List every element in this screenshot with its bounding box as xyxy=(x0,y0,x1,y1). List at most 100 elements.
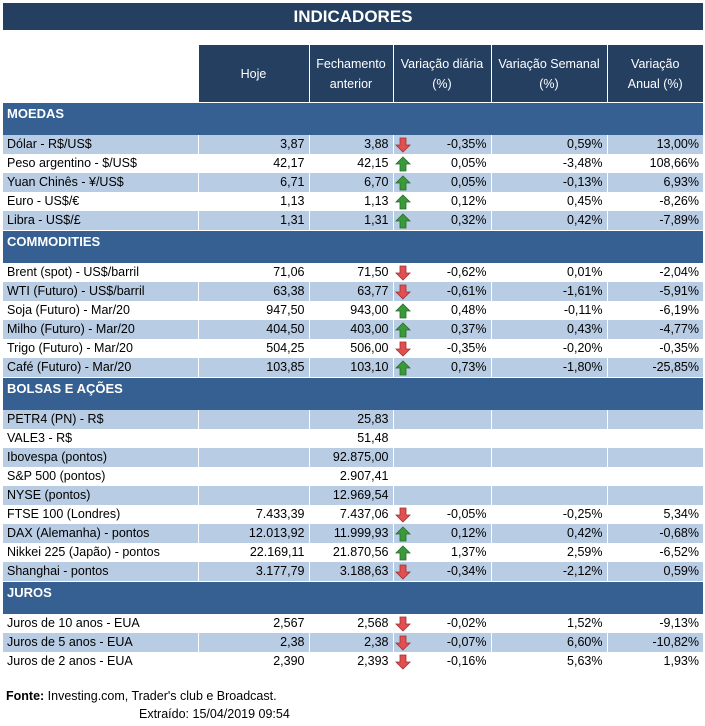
value-hoje: 1,31 xyxy=(197,211,309,231)
value-fechamento: 71,50 xyxy=(308,263,393,282)
row-label: DAX (Alemanha) - pontos xyxy=(3,524,198,543)
value-var-diaria: -0,62% xyxy=(446,265,487,279)
header-var-anual: Variação Anual (%) xyxy=(606,45,703,103)
table-row: PETR4 (PN) - R$ 25,83 xyxy=(3,410,703,429)
cell-var-diaria: -0,35% xyxy=(392,339,491,358)
cell-var-diaria xyxy=(392,410,491,429)
indicators-table: Hoje Fechamento anterior Variação diária… xyxy=(3,45,703,671)
table-row: Brent (spot) - US$/barril 71,06 71,50 -0,62… xyxy=(3,263,703,282)
value-var-diaria: -0,05% xyxy=(446,507,487,521)
value-var-semanal: 0,43% xyxy=(490,320,607,339)
value-hoje: 1,13 xyxy=(197,192,309,211)
arrow-down-icon xyxy=(394,616,411,632)
arrow-up-icon xyxy=(394,526,411,542)
value-var-anual xyxy=(606,467,703,486)
row-label: Peso argentino - $/US$ xyxy=(7,156,137,170)
value-var-anual: -10,82% xyxy=(606,633,703,652)
table-row: S&P 500 (pontos) 2.907,41 xyxy=(3,467,703,486)
section-header: JUROS xyxy=(3,581,703,614)
arrow-down-icon xyxy=(394,341,411,357)
value-var-semanal: 0,45% xyxy=(490,192,607,211)
value-hoje xyxy=(197,429,309,448)
value-var-semanal: 0,01% xyxy=(490,263,607,282)
value-hoje: 12.013,92 xyxy=(197,524,309,543)
value-fechamento: 3.188,63 xyxy=(308,562,393,582)
cell-var-diaria: 0,05% xyxy=(392,173,491,192)
table-row: Soja (Futuro) - Mar/20 947,50 943,00 0,48% -… xyxy=(3,301,703,320)
value-var-semanal xyxy=(490,410,607,429)
value-fechamento: 63,77 xyxy=(308,282,393,301)
cell-var-diaria: 0,48% xyxy=(392,301,491,320)
value-var-semanal: -1,61% xyxy=(490,282,607,301)
value-fechamento: 51,48 xyxy=(308,429,393,448)
value-hoje: 42,17 xyxy=(197,154,309,173)
value-fechamento: 2,568 xyxy=(308,614,393,633)
row-label: VALE3 - R$ xyxy=(7,431,73,445)
cell-var-diaria: 0,12% xyxy=(392,524,491,543)
value-hoje: 7.433,39 xyxy=(197,505,309,524)
section-title: BOLSAS E AÇÕES xyxy=(3,377,703,410)
value-var-anual: 1,93% xyxy=(606,652,703,671)
cell-var-diaria: -0,02% xyxy=(392,614,491,633)
value-var-anual: -25,85% xyxy=(606,358,703,378)
value-var-anual: -5,91% xyxy=(606,282,703,301)
value-var-anual: -9,13% xyxy=(606,614,703,633)
section-header: MOEDAS xyxy=(3,102,703,135)
value-fechamento: 11.999,93 xyxy=(308,524,393,543)
cell-var-diaria: -0,07% xyxy=(392,633,491,652)
value-var-semanal: -3,48% xyxy=(490,154,607,173)
value-var-semanal: -0,25% xyxy=(490,505,607,524)
table-row: Libra - US$/£ 1,31 1,31 0,32% 0,42% -7,89% xyxy=(3,211,703,231)
value-hoje xyxy=(197,410,309,429)
row-label: PETR4 (PN) - R$ xyxy=(3,410,198,429)
value-fechamento: 2,38 xyxy=(308,633,393,652)
table-row: Peso argentino - $/US$ 42,17 42,15 0,05% -3,… xyxy=(3,154,703,173)
table-row: Shanghai - pontos 3.177,79 3.188,63 -0,34% -… xyxy=(3,562,703,582)
value-var-semanal xyxy=(490,467,607,486)
value-var-semanal xyxy=(490,448,607,467)
cell-var-diaria: 0,37% xyxy=(392,320,491,339)
value-var-semanal: 5,63% xyxy=(490,652,607,671)
header-row: Hoje Fechamento anterior Variação diária… xyxy=(3,45,703,103)
value-var-diaria: 0,73% xyxy=(451,360,487,374)
value-var-semanal: 1,52% xyxy=(490,614,607,633)
value-fechamento: 103,10 xyxy=(308,358,393,378)
value-hoje: 3,87 xyxy=(197,135,309,154)
row-label: Milho (Futuro) - Mar/20 xyxy=(3,320,198,339)
arrow-up-icon xyxy=(394,175,411,191)
value-var-anual xyxy=(606,429,703,448)
value-fechamento: 7.437,06 xyxy=(308,505,393,524)
row-label: NYSE (pontos) xyxy=(3,486,198,505)
table-row: Juros de 10 anos - EUA 2,567 2,568 -0,02% 1,… xyxy=(3,614,703,633)
header-var-semanal: Variação Semanal (%) xyxy=(490,45,607,103)
arrow-down-icon xyxy=(394,654,411,670)
value-var-semanal: -1,80% xyxy=(490,358,607,378)
table-row: Juros de 5 anos - EUA 2,38 2,38 -0,07% 6,60%… xyxy=(3,633,703,652)
value-var-semanal: -0,20% xyxy=(490,339,607,358)
value-var-semanal: 6,60% xyxy=(490,633,607,652)
value-var-diaria: 0,05% xyxy=(451,175,487,189)
value-var-semanal: -0,11% xyxy=(490,301,607,320)
value-fechamento: 2.907,41 xyxy=(308,467,393,486)
row-label: Juros de 2 anos - EUA xyxy=(7,654,133,668)
value-hoje: 103,85 xyxy=(197,358,309,378)
arrow-down-icon xyxy=(394,564,411,580)
cell-var-diaria xyxy=(392,429,491,448)
value-hoje: 6,71 xyxy=(197,173,309,192)
table-row: Ibovespa (pontos) 92.875,00 xyxy=(3,448,703,467)
cell-var-diaria: 0,05% xyxy=(392,154,491,173)
value-hoje: 404,50 xyxy=(197,320,309,339)
arrow-up-icon xyxy=(394,303,411,319)
value-var-diaria: -0,02% xyxy=(446,616,487,630)
cell-var-diaria: 0,12% xyxy=(392,192,491,211)
row-label: Trigo (Futuro) - Mar/20 xyxy=(7,341,133,355)
arrow-up-icon xyxy=(394,194,411,210)
cell-var-diaria: -0,05% xyxy=(392,505,491,524)
value-fechamento: 506,00 xyxy=(308,339,393,358)
value-hoje: 22.169,11 xyxy=(197,543,309,562)
table-row: Yuan Chinês - ¥/US$ 6,71 6,70 0,05% -0,13% 6,… xyxy=(3,173,703,192)
header-blank xyxy=(3,45,198,103)
value-var-anual: -0,68% xyxy=(606,524,703,543)
value-hoje xyxy=(197,486,309,505)
